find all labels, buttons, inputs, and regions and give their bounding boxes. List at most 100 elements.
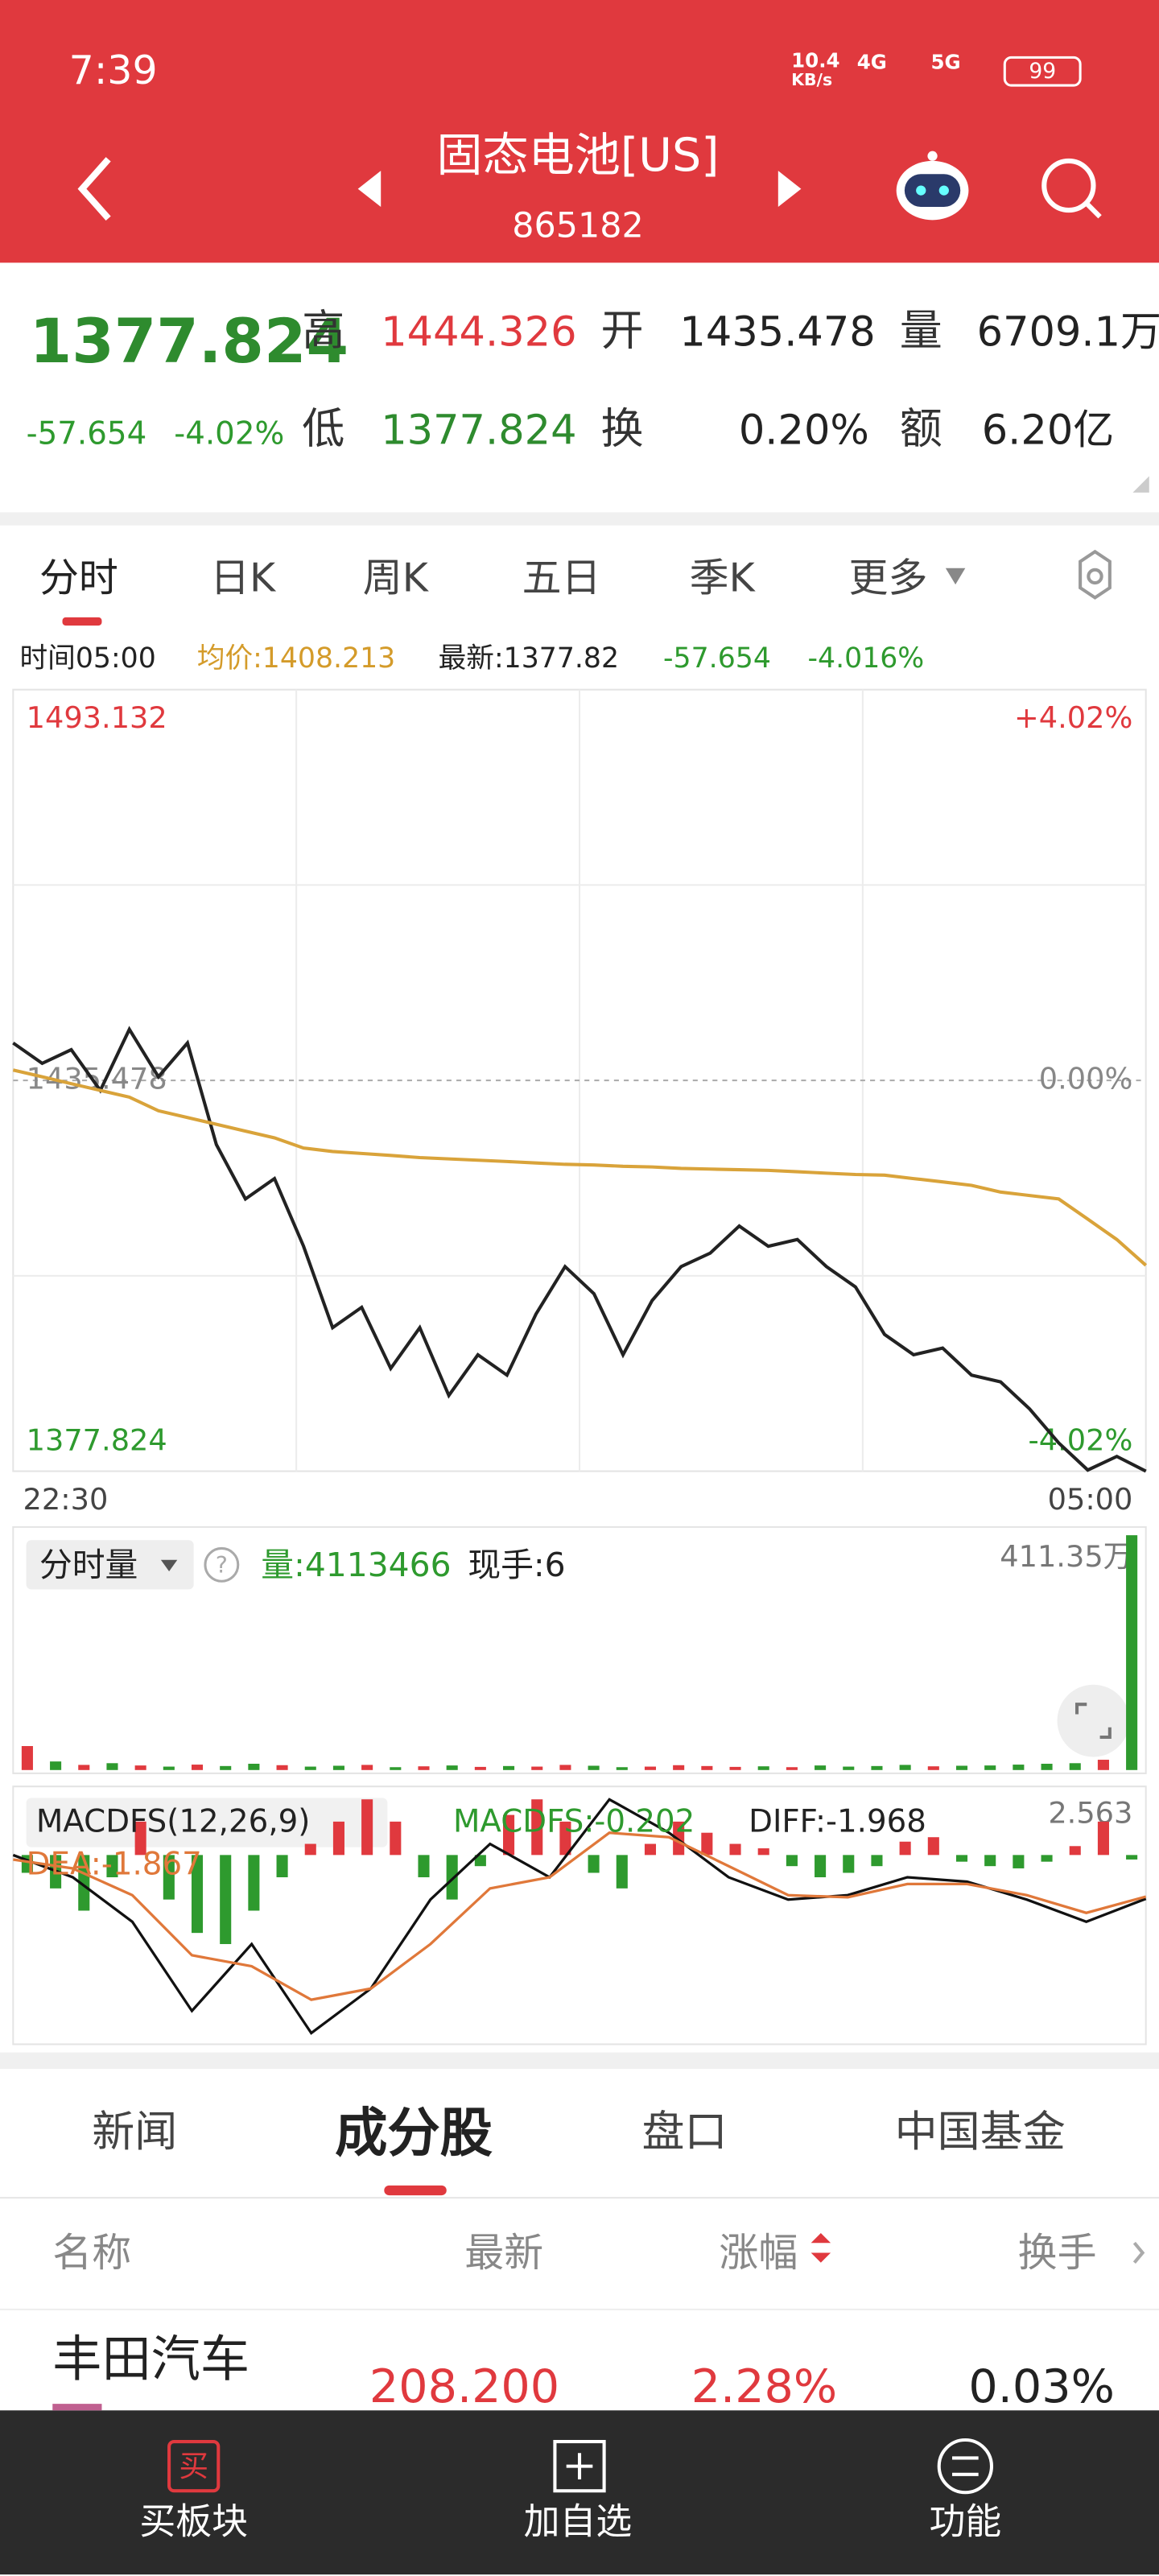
macd-bar	[899, 1841, 911, 1856]
net-unit: KB/s	[791, 72, 833, 91]
settings-icon[interactable]	[1079, 549, 1112, 600]
corner	[1132, 476, 1149, 493]
x-tick-label: 22:30	[23, 1482, 109, 1517]
info-avg: 均价:1408.213	[196, 642, 396, 676]
volume-bar	[927, 1766, 939, 1770]
panel-border	[12, 1785, 1147, 2046]
stock-name[interactable]: 丰田汽车	[52, 2331, 250, 2389]
chart-tab[interactable]: 五日	[522, 555, 601, 601]
section-tab[interactable]: 成分股	[335, 2101, 493, 2165]
price-line	[12, 1068, 1148, 1267]
chart-tab[interactable]: 周K	[362, 555, 428, 601]
section-tab[interactable]: 盘口	[641, 2107, 728, 2158]
macd-bar	[1069, 1846, 1081, 1856]
nav-item[interactable]: 买板块	[139, 2502, 249, 2544]
field-label: 低	[302, 405, 345, 455]
table-header[interactable]: 换手	[1017, 2229, 1097, 2277]
field-label: 量	[899, 307, 942, 357]
tag	[52, 2404, 102, 2411]
chart-tab[interactable]: 分时	[39, 555, 118, 601]
macd-bar	[1097, 1821, 1109, 1856]
macd-bar	[673, 1821, 685, 1856]
macd-bar	[843, 1855, 855, 1873]
macd-bar	[871, 1855, 883, 1867]
volume-bar	[644, 1766, 657, 1770]
help-icon[interactable]	[204, 1546, 240, 1583]
menu-icon[interactable]	[937, 2438, 994, 2495]
volume-bar	[559, 1765, 571, 1770]
title: 固态电池[US]	[436, 128, 720, 183]
macd-bar	[786, 1855, 798, 1867]
macd-bar	[390, 1821, 402, 1856]
table-header[interactable]: 最新	[464, 2229, 544, 2277]
macd-bar	[163, 1855, 175, 1900]
battery-level: 99	[1029, 60, 1057, 85]
settings-icon	[1087, 568, 1103, 585]
next-icon[interactable]	[777, 171, 802, 208]
y-tick-label: 2.563	[1048, 1795, 1132, 1830]
volume-bar	[701, 1765, 713, 1770]
field-value: 1444.326	[381, 308, 577, 356]
nav-item[interactable]: 功能	[929, 2502, 1002, 2544]
volume-label: 量:4113466	[261, 1545, 452, 1585]
search-icon[interactable]	[1041, 158, 1102, 219]
macd-bar	[757, 1848, 769, 1856]
change: -57.654	[26, 416, 147, 452]
expand-icon[interactable]	[1057, 1684, 1130, 1757]
macd-selector[interactable]	[26, 1798, 388, 1847]
macd-bar	[134, 1821, 146, 1856]
prev-icon[interactable]	[357, 171, 382, 208]
volume-bar	[588, 1765, 600, 1770]
nav-item[interactable]: 加自选	[523, 2502, 633, 2544]
robot-icon[interactable]	[896, 151, 969, 221]
volume-bar	[1126, 1535, 1138, 1770]
back-icon[interactable]	[77, 157, 111, 221]
field-label: 额	[899, 405, 942, 455]
macd-bar	[701, 1832, 713, 1856]
volume-bar	[418, 1766, 430, 1770]
volume-bar	[729, 1766, 741, 1770]
divider	[0, 2308, 1159, 2310]
tab-underline	[62, 617, 102, 626]
volume-title: 分时量	[39, 1545, 138, 1585]
section-tab[interactable]: 新闻	[92, 2107, 178, 2158]
panel-border	[12, 1525, 1147, 1774]
price-line	[12, 1026, 1147, 1473]
diff-label: DIFF:-1.968	[749, 1803, 926, 1840]
volume-bar	[984, 1765, 996, 1770]
volume-bar	[163, 1766, 175, 1770]
volume-bar	[1041, 1763, 1053, 1770]
macd-bar	[220, 1855, 232, 1944]
volume-bar	[304, 1766, 316, 1770]
volume-selector[interactable]	[26, 1540, 194, 1590]
sep	[0, 2052, 1159, 2070]
volume-bar	[390, 1767, 402, 1770]
signal: 5G	[930, 51, 961, 74]
chart-tab[interactable]: 日K	[210, 555, 276, 601]
y-tick-label: 411.35万	[1000, 1539, 1132, 1574]
chart-tab[interactable]: 季K	[689, 555, 755, 601]
sep	[0, 512, 1159, 526]
scroll-arrow[interactable]	[1132, 2241, 1145, 2264]
macd-bar	[106, 1855, 118, 1878]
macd-bar	[644, 1843, 657, 1856]
macd-bar	[332, 1821, 344, 1856]
buy-icon[interactable]	[167, 2439, 221, 2493]
info-latest: 最新:1377.82	[438, 642, 620, 676]
cell: 2.28%	[691, 2359, 838, 2414]
sort-icon[interactable]	[810, 2232, 831, 2263]
change-pct: -4.02%	[174, 416, 285, 452]
section-tab[interactable]: 中国基金	[894, 2107, 1066, 2158]
chart-tab[interactable]: 更多	[848, 555, 928, 601]
add-icon[interactable]	[553, 2439, 606, 2493]
buy-icon-text: 买	[179, 2450, 209, 2485]
volume-bar	[191, 1765, 204, 1770]
cell: 0.03%	[968, 2359, 1115, 2414]
macd-bar	[304, 1843, 316, 1856]
table-header[interactable]: 涨幅	[719, 2229, 798, 2277]
info-time: 时间05:00	[19, 642, 156, 676]
more-arrow[interactable]	[945, 568, 966, 585]
macd-bar	[361, 1799, 373, 1856]
volume-bar	[616, 1767, 628, 1770]
